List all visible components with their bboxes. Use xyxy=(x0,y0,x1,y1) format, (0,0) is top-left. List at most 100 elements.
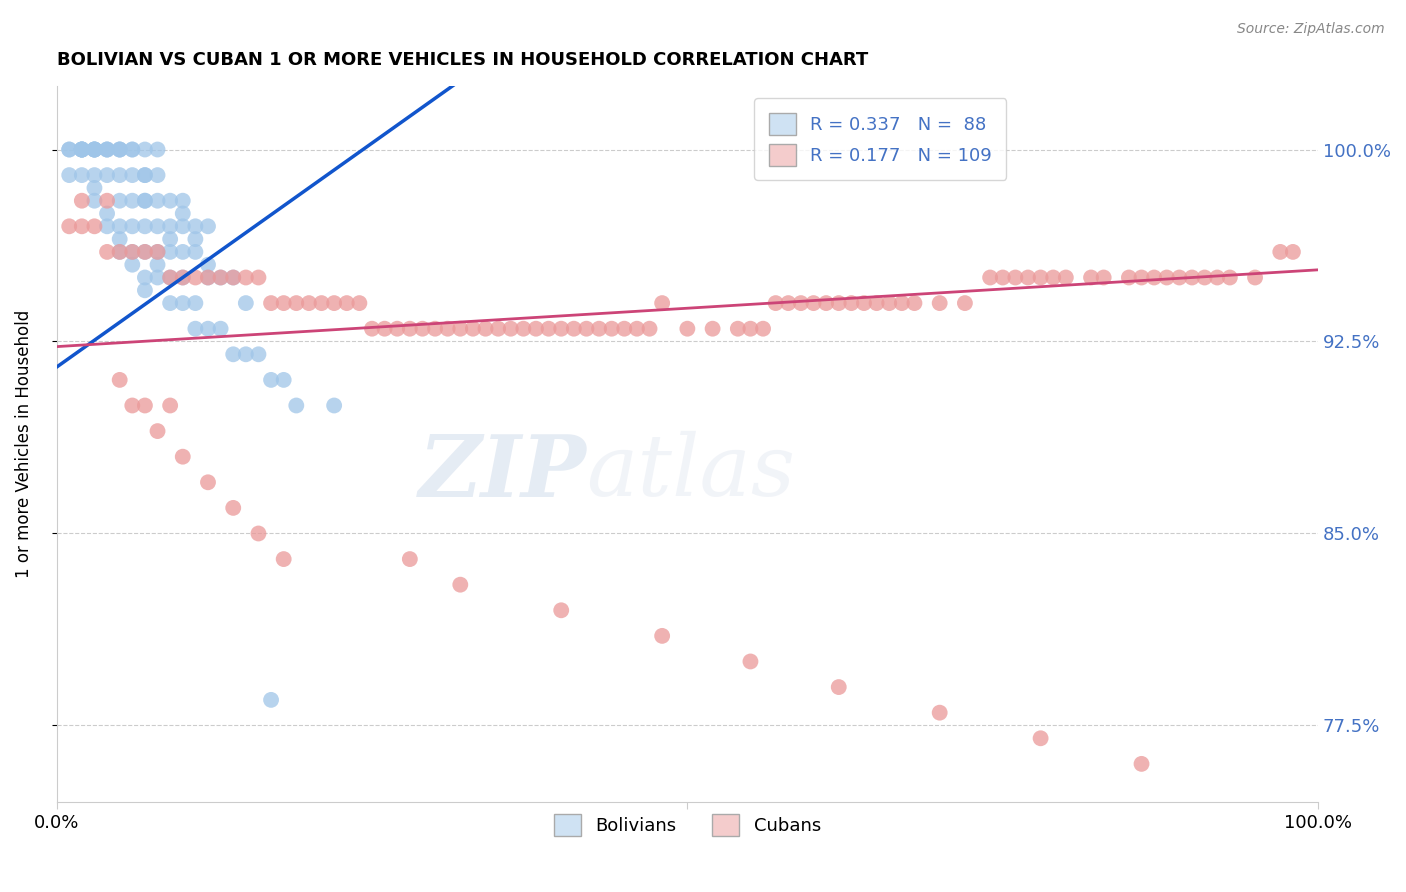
Point xyxy=(1143,270,1166,285)
Point xyxy=(108,143,131,157)
Point xyxy=(537,321,560,335)
Text: Source: ZipAtlas.com: Source: ZipAtlas.com xyxy=(1237,22,1385,37)
Point xyxy=(209,321,232,335)
Point xyxy=(1270,244,1292,259)
Point xyxy=(197,270,219,285)
Point xyxy=(247,270,270,285)
Point xyxy=(70,143,93,157)
Point xyxy=(121,399,143,413)
Point xyxy=(70,143,93,157)
Point xyxy=(159,219,181,234)
Point xyxy=(172,450,194,464)
Point xyxy=(70,143,93,157)
Point xyxy=(172,244,194,259)
Point xyxy=(449,321,471,335)
Point xyxy=(1017,270,1039,285)
Point xyxy=(83,181,105,195)
Point xyxy=(184,296,207,310)
Point xyxy=(991,270,1014,285)
Text: ZIP: ZIP xyxy=(419,431,586,515)
Point xyxy=(108,232,131,246)
Point xyxy=(172,270,194,285)
Point xyxy=(121,143,143,157)
Point xyxy=(70,219,93,234)
Point xyxy=(197,321,219,335)
Point xyxy=(600,321,623,335)
Point xyxy=(1029,270,1052,285)
Point xyxy=(387,321,409,335)
Point xyxy=(209,270,232,285)
Point xyxy=(146,244,169,259)
Point xyxy=(121,219,143,234)
Point xyxy=(323,399,346,413)
Point xyxy=(134,219,156,234)
Point xyxy=(1004,270,1026,285)
Point xyxy=(108,244,131,259)
Point xyxy=(146,270,169,285)
Point xyxy=(159,194,181,208)
Point xyxy=(70,143,93,157)
Point xyxy=(83,143,105,157)
Point xyxy=(121,168,143,182)
Point xyxy=(815,296,838,310)
Point xyxy=(928,296,950,310)
Point xyxy=(1092,270,1115,285)
Point xyxy=(1156,270,1178,285)
Point xyxy=(96,194,118,208)
Point xyxy=(134,244,156,259)
Point xyxy=(1130,756,1153,771)
Point xyxy=(260,693,283,707)
Point xyxy=(1042,270,1064,285)
Point xyxy=(96,143,118,157)
Point xyxy=(273,373,295,387)
Point xyxy=(676,321,699,335)
Point xyxy=(70,143,93,157)
Point xyxy=(146,219,169,234)
Point xyxy=(298,296,321,310)
Point xyxy=(108,194,131,208)
Point xyxy=(474,321,496,335)
Point xyxy=(260,373,283,387)
Point xyxy=(184,321,207,335)
Point xyxy=(121,258,143,272)
Point xyxy=(83,143,105,157)
Point xyxy=(411,321,433,335)
Point xyxy=(159,399,181,413)
Point xyxy=(651,296,673,310)
Point xyxy=(172,219,194,234)
Point xyxy=(247,347,270,361)
Point xyxy=(436,321,458,335)
Point xyxy=(96,143,118,157)
Point xyxy=(83,143,105,157)
Text: atlas: atlas xyxy=(586,431,796,514)
Point xyxy=(374,321,396,335)
Point xyxy=(235,347,257,361)
Point xyxy=(778,296,800,310)
Point xyxy=(134,244,156,259)
Point xyxy=(58,143,80,157)
Point xyxy=(877,296,900,310)
Point xyxy=(865,296,887,310)
Point xyxy=(134,194,156,208)
Point xyxy=(765,296,787,310)
Point xyxy=(222,270,245,285)
Point xyxy=(803,296,825,310)
Point xyxy=(108,143,131,157)
Point xyxy=(423,321,446,335)
Point xyxy=(1168,270,1191,285)
Point xyxy=(121,143,143,157)
Point xyxy=(172,270,194,285)
Point xyxy=(134,283,156,297)
Point xyxy=(70,143,93,157)
Point xyxy=(184,270,207,285)
Point xyxy=(1118,270,1140,285)
Point xyxy=(524,321,547,335)
Point xyxy=(222,270,245,285)
Point xyxy=(58,219,80,234)
Point xyxy=(311,296,333,310)
Point xyxy=(159,232,181,246)
Point xyxy=(96,206,118,220)
Point xyxy=(235,296,257,310)
Point xyxy=(197,219,219,234)
Point xyxy=(841,296,863,310)
